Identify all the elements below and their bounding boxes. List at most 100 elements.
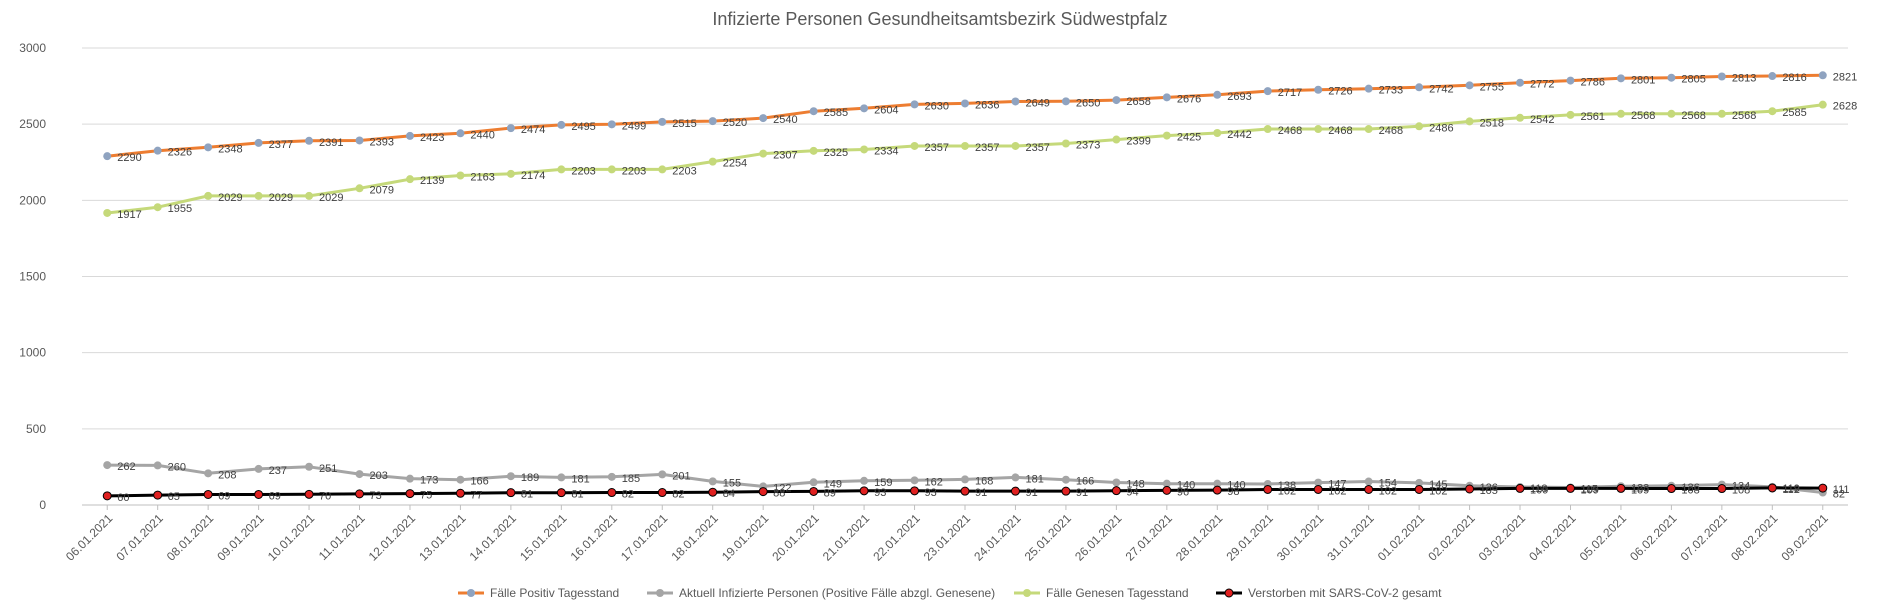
data-point: [1717, 109, 1726, 118]
data-point: [153, 461, 162, 470]
data-label: 60: [117, 492, 129, 504]
data-label: 2290: [117, 152, 141, 164]
x-tick-label: 30.01.2021: [1274, 511, 1327, 564]
data-labels: 2290 2326 2348 2377 2391 2393 2423 2440 2474 2495…: [117, 71, 1857, 504]
data-point: [961, 141, 969, 150]
x-tick-label: 20.01.2021: [769, 511, 822, 564]
data-label: 2816: [1782, 72, 1806, 84]
data-label: 2561: [1580, 111, 1604, 123]
data-label: 88: [773, 488, 785, 500]
data-point: [759, 114, 768, 123]
data-label: 166: [1076, 476, 1094, 488]
data-label: 108: [1732, 485, 1750, 497]
data-label: 109: [1580, 484, 1598, 496]
data-point: [1465, 484, 1475, 494]
data-label: 2813: [1732, 72, 1756, 84]
data-label: 134: [1732, 481, 1750, 493]
data-point: [1768, 107, 1777, 116]
data-point: [204, 469, 213, 478]
data-point: [1011, 473, 1020, 482]
data-point: [1213, 479, 1222, 488]
data-label: 109: [1631, 484, 1649, 496]
data-label: 2203: [571, 165, 595, 177]
data-point: [708, 157, 717, 166]
data-point: [506, 169, 515, 178]
x-tick-label: 07.01.2021: [113, 511, 166, 564]
x-tick-label: 24.01.2021: [971, 511, 1024, 564]
data-label: 2568: [1631, 110, 1655, 122]
data-label: 2786: [1580, 77, 1604, 89]
data-point: [1717, 72, 1726, 81]
data-label: 189: [521, 472, 539, 484]
data-label: 2029: [269, 192, 293, 204]
data-point: [305, 136, 314, 145]
y-axis: 0 500 1000 1500 2000 2500 3000: [19, 41, 46, 512]
data-label: 89: [824, 487, 836, 499]
data-point: [910, 486, 920, 496]
data-point: [456, 475, 465, 484]
data-label: 2334: [874, 145, 898, 157]
data-label: 2399: [1126, 136, 1150, 148]
data-point: [1162, 131, 1171, 140]
x-tick-label: 22.01.2021: [870, 511, 923, 564]
data-point: [1162, 93, 1171, 102]
data-label: 201: [672, 470, 690, 482]
data-point: [455, 488, 465, 498]
data-point: [1666, 484, 1676, 494]
data-point: [1515, 483, 1525, 493]
data-point: [506, 488, 516, 498]
data-point: [1667, 73, 1676, 82]
data-label: 2440: [470, 129, 494, 141]
data-point: [254, 138, 263, 147]
data-point: [1314, 478, 1323, 487]
data-label: 1917: [117, 209, 141, 221]
data-point: [355, 489, 365, 499]
data-label: 1955: [168, 203, 192, 215]
data-point: [254, 464, 263, 473]
x-tick-label: 31.01.2021: [1324, 511, 1377, 564]
data-point: [1667, 109, 1676, 118]
data-label: 102: [1278, 485, 1296, 497]
data-point: [961, 99, 969, 108]
legend-label: Aktuell Infizierte Personen (Positive Fä…: [679, 586, 995, 600]
data-point: [607, 165, 616, 174]
legend-item: Verstorben mit SARS-CoV-2 gesamt: [1216, 586, 1442, 600]
data-point: [405, 474, 414, 483]
data-point: [1162, 485, 1172, 495]
legend-label: Fälle Genesen Tagesstand: [1046, 586, 1189, 600]
x-tick-label: 10.01.2021: [265, 511, 318, 564]
data-label: 2636: [975, 99, 999, 111]
data-point: [456, 129, 465, 138]
data-label: 73: [370, 490, 382, 502]
data-label: 2726: [1328, 86, 1352, 98]
data-label: 2585: [824, 107, 848, 119]
data-label: 123: [1631, 482, 1649, 494]
data-label: 102: [1379, 485, 1397, 497]
data-point: [405, 131, 414, 140]
data-point: [153, 490, 163, 500]
data-point: [1213, 129, 1222, 138]
data-label: 2821: [1833, 71, 1857, 83]
data-point: [204, 191, 213, 200]
data-point: [556, 488, 566, 498]
y-tick-label: 1000: [19, 346, 46, 360]
data-point: [910, 100, 919, 109]
data-label: 2203: [672, 165, 696, 177]
x-tick-label: 07.02.2021: [1678, 511, 1731, 564]
series-1: [103, 71, 1827, 161]
x-tick-label: 17.01.2021: [618, 511, 671, 564]
data-label: 2029: [218, 192, 242, 204]
data-label: 91: [975, 487, 987, 499]
data-label: 82: [672, 489, 684, 501]
data-point: [203, 489, 213, 499]
data-point: [860, 145, 869, 154]
data-label: 65: [168, 491, 180, 503]
data-point: [859, 486, 869, 496]
data-point: [1314, 85, 1323, 94]
legend-swatch-marker: [656, 589, 664, 597]
data-label: 69: [269, 490, 281, 502]
data-label: 2377: [269, 139, 293, 151]
legend: Fälle Positiv Tagesstand Aktuell Infizier…: [458, 586, 1442, 600]
x-tick-label: 01.02.2021: [1375, 511, 1428, 564]
